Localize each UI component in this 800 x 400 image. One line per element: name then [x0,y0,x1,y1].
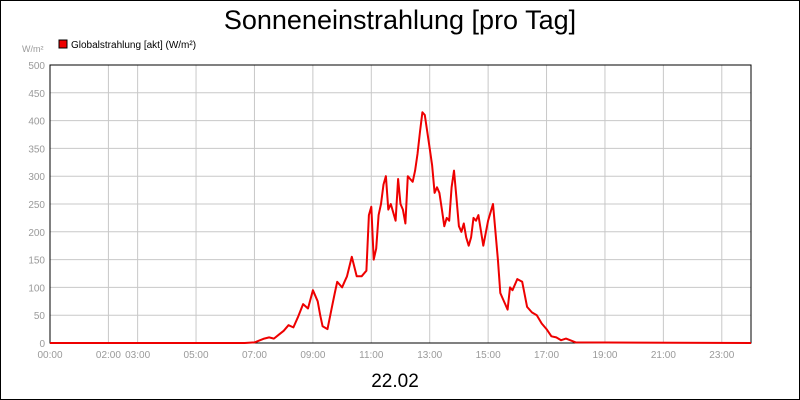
y-tick-label: 300 [28,172,45,183]
x-tick-label: 07:00 [242,350,267,361]
legend-label: Globalstrahlung [akt] (W/m²) [71,40,196,51]
x-tick-label: 02:00 [96,350,121,361]
y-tick-label: 450 [28,89,45,100]
y-tick-label: 50 [34,311,46,322]
y-tick-label: 400 [28,117,45,128]
y-tick-label: 150 [28,256,45,267]
y-tick-label: 0 [39,339,45,350]
x-tick-label: 00:00 [37,350,62,361]
plot-area [49,64,752,344]
x-tick-label: 19:00 [592,350,617,361]
x-tick-label: 13:00 [417,350,442,361]
x-tick-label: 17:00 [534,350,559,361]
chart-title: Sonneneinstrahlung [pro Tag] [224,5,576,35]
y-tick-label: 500 [28,61,45,72]
x-tick-label: 03:00 [125,350,150,361]
x-tick-label: 15:00 [476,350,501,361]
y-tick-label: 100 [28,283,45,294]
y-axis-unit: W/m² [22,44,44,54]
legend-swatch [58,39,68,49]
series-line-globalstrahlung [50,111,752,344]
x-tick-label: 21:00 [651,350,676,361]
x-tick-label: 11:00 [359,350,384,361]
axis-ticks: 0 50 100 150 200 250 300 350 400 450 500 00:00 02:00… [28,61,734,361]
x-tick-label: 09:00 [300,350,325,361]
legend: Globalstrahlung [akt] (W/m²) [58,39,196,51]
y-tick-label: 250 [28,200,45,211]
y-tick-label: 200 [28,228,45,239]
y-tick-label: 350 [28,144,45,155]
date-label: 22.02 [371,371,419,392]
x-tick-label: 23:00 [709,350,734,361]
x-tick-label: 05:00 [184,350,209,361]
